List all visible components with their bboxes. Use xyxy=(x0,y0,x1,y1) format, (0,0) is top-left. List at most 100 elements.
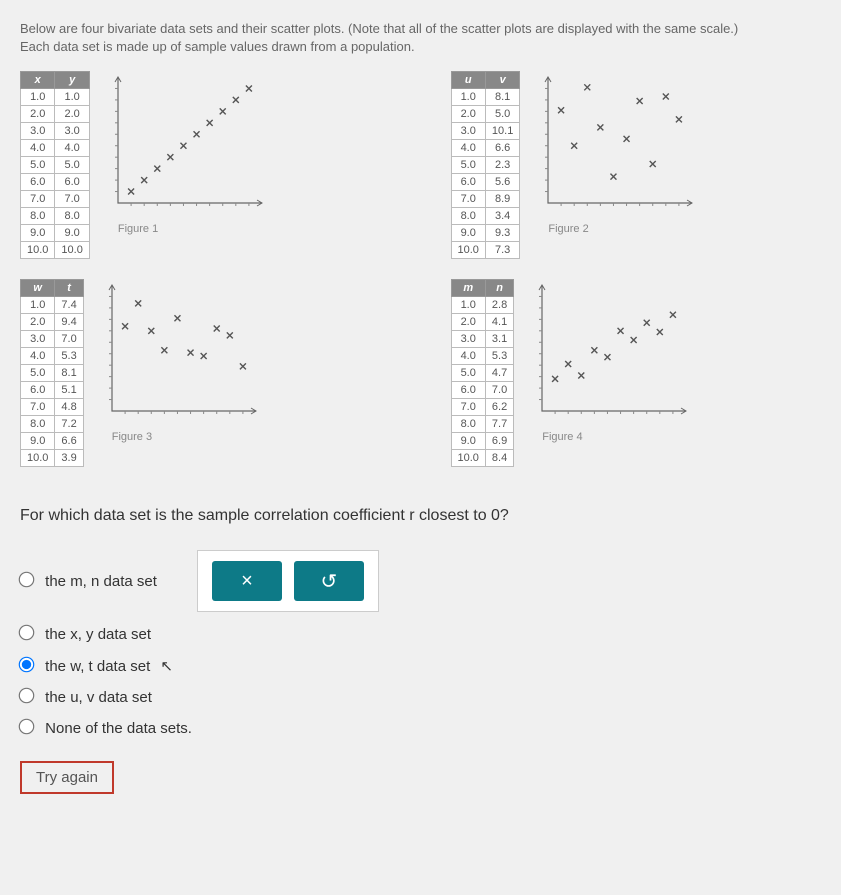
data-panel: wt1.07.42.09.43.07.04.05.35.08.16.05.17.… xyxy=(20,279,391,467)
table-cell: 4.8 xyxy=(55,399,83,416)
table-row: 10.010.0 xyxy=(21,242,90,259)
option-radio-mn[interactable] xyxy=(19,572,35,588)
option-radio-none[interactable] xyxy=(19,719,35,735)
table-row: 7.07.0 xyxy=(21,191,90,208)
table-row: 8.03.4 xyxy=(451,208,520,225)
table-cell: 2.0 xyxy=(21,314,55,331)
table-cell: 1.0 xyxy=(21,89,55,106)
option-radio-wt[interactable] xyxy=(19,657,35,673)
option-label[interactable]: the m, n data set xyxy=(45,573,157,590)
table-cell: 8.9 xyxy=(485,191,519,208)
table-row: 6.05.6 xyxy=(451,174,520,191)
table-header: t xyxy=(55,280,83,297)
table-row: 3.010.1 xyxy=(451,123,520,140)
chart-wrap: Figure 2 xyxy=(528,71,698,235)
table-cell: 3.0 xyxy=(451,123,485,140)
table-cell: 8.1 xyxy=(55,365,83,382)
intro-line-2: Each data set is made up of sample value… xyxy=(20,38,821,56)
table-row: 1.08.1 xyxy=(451,89,520,106)
table-cell: 9.0 xyxy=(21,433,55,450)
table-row: 7.04.8 xyxy=(21,399,84,416)
panels-grid: xy1.01.02.02.03.03.04.04.05.05.06.06.07.… xyxy=(20,71,821,467)
table-cell: 4.0 xyxy=(21,348,55,365)
option-radio-xy[interactable] xyxy=(19,625,35,641)
table-row: 9.09.3 xyxy=(451,225,520,242)
table-cell: 4.1 xyxy=(485,314,513,331)
table-cell: 9.0 xyxy=(55,225,89,242)
table-row: 9.06.6 xyxy=(21,433,84,450)
table-cell: 4.7 xyxy=(485,365,513,382)
reset-button[interactable]: ↺ xyxy=(294,561,364,601)
table-cell: 6.2 xyxy=(485,399,513,416)
wrong-button[interactable]: × xyxy=(212,561,282,601)
table-row: 1.02.8 xyxy=(451,297,514,314)
table-cell: 2.8 xyxy=(485,297,513,314)
table-cell: 6.0 xyxy=(21,174,55,191)
table-cell: 2.0 xyxy=(21,106,55,123)
option-label[interactable]: the u, v data set xyxy=(45,689,152,706)
option-row[interactable]: the u, v data set xyxy=(20,689,821,706)
reset-icon: ↺ xyxy=(321,569,338,594)
table-cell: 10.0 xyxy=(55,242,89,259)
table-cell: 9.0 xyxy=(451,225,485,242)
table-cell: 7.2 xyxy=(55,416,83,433)
data-table: uv1.08.12.05.03.010.14.06.65.02.36.05.67… xyxy=(451,71,521,259)
table-row: 7.08.9 xyxy=(451,191,520,208)
option-row[interactable]: the x, y data set xyxy=(20,626,821,643)
table-cell: 4.0 xyxy=(451,140,485,157)
table-cell: 3.0 xyxy=(21,123,55,140)
table-cell: 7.0 xyxy=(451,399,485,416)
scatter-chart xyxy=(528,71,698,221)
option-radio-uv[interactable] xyxy=(19,688,35,704)
data-panel: xy1.01.02.02.03.03.04.04.05.05.06.06.07.… xyxy=(20,71,391,259)
table-cell: 6.6 xyxy=(485,140,519,157)
table-cell: 5.1 xyxy=(55,382,83,399)
table-row: 3.03.1 xyxy=(451,331,514,348)
table-cell: 1.0 xyxy=(451,297,485,314)
table-row: 8.07.7 xyxy=(451,416,514,433)
table-cell: 8.0 xyxy=(21,416,55,433)
table-cell: 7.7 xyxy=(485,416,513,433)
table-cell: 3.0 xyxy=(55,123,89,140)
option-label[interactable]: the w, t data set xyxy=(45,658,150,675)
try-again-button[interactable]: Try again xyxy=(20,761,114,794)
table-row: 8.07.2 xyxy=(21,416,84,433)
option-label[interactable]: None of the data sets. xyxy=(45,720,192,737)
chart-wrap: Figure 3 xyxy=(92,279,262,443)
table-row: 6.05.1 xyxy=(21,382,84,399)
table-cell: 9.0 xyxy=(451,433,485,450)
scatter-chart xyxy=(92,279,262,429)
table-header: v xyxy=(485,72,519,89)
option-row[interactable]: the w, t data set ↖ xyxy=(20,657,821,675)
option-row[interactable]: the m, n data set × ↺ xyxy=(20,550,821,612)
table-cell: 5.0 xyxy=(21,365,55,382)
table-cell: 7.0 xyxy=(55,191,89,208)
table-row: 9.09.0 xyxy=(21,225,90,242)
table-cell: 1.0 xyxy=(55,89,89,106)
figure-label: Figure 3 xyxy=(112,431,262,443)
table-row: 1.01.0 xyxy=(21,89,90,106)
table-row: 5.05.0 xyxy=(21,157,90,174)
table-cell: 8.0 xyxy=(451,416,485,433)
table-cell: 5.0 xyxy=(55,157,89,174)
table-cell: 6.0 xyxy=(55,174,89,191)
table-row: 4.04.0 xyxy=(21,140,90,157)
table-cell: 3.9 xyxy=(55,450,83,467)
table-row: 2.04.1 xyxy=(451,314,514,331)
table-cell: 7.3 xyxy=(485,242,519,259)
table-cell: 8.0 xyxy=(21,208,55,225)
table-cell: 6.0 xyxy=(451,382,485,399)
option-row[interactable]: None of the data sets. xyxy=(20,720,821,737)
table-row: 9.06.9 xyxy=(451,433,514,450)
table-cell: 5.3 xyxy=(55,348,83,365)
table-row: 3.07.0 xyxy=(21,331,84,348)
table-row: 10.08.4 xyxy=(451,450,514,467)
data-panel: uv1.08.12.05.03.010.14.06.65.02.36.05.67… xyxy=(451,71,822,259)
table-cell: 5.3 xyxy=(485,348,513,365)
table-cell: 6.9 xyxy=(485,433,513,450)
table-row: 10.03.9 xyxy=(21,450,84,467)
option-label[interactable]: the x, y data set xyxy=(45,626,151,643)
table-header: x xyxy=(21,72,55,89)
scatter-chart xyxy=(522,279,692,429)
data-table: mn1.02.82.04.13.03.14.05.35.04.76.07.07.… xyxy=(451,279,515,467)
